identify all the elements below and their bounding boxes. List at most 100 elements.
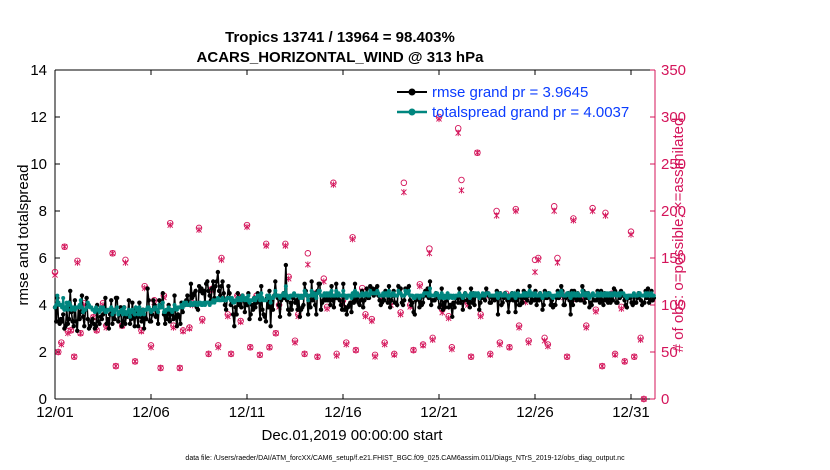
rmse-point [400, 302, 406, 308]
rmse-point [193, 288, 198, 294]
obs-assimilated-marker [516, 324, 522, 331]
totalspread-point [115, 305, 120, 310]
obs-assimilated-marker [55, 348, 62, 356]
rmse-point [139, 319, 144, 324]
rmse-point [209, 286, 215, 291]
rmse-point [195, 307, 201, 312]
y-right-tick-label: 150 [661, 250, 686, 267]
rmse-point [267, 288, 272, 294]
rmse-point [268, 323, 273, 329]
rmse-point [239, 305, 244, 310]
obs-assimilated-marker [631, 353, 638, 360]
rmse-point [104, 321, 109, 326]
rmse-point [127, 321, 133, 326]
obs-assimilated-marker [592, 308, 599, 315]
rmse-point [70, 319, 75, 324]
rmse-point [506, 309, 511, 315]
rmse-point [382, 298, 387, 303]
rmse-point [68, 288, 73, 294]
rmse-point [160, 291, 166, 296]
chart-title-line2: ACARS_HORIZONTAL_WIND @ 313 hPa [197, 49, 485, 66]
rmse-point [109, 298, 114, 303]
rmse-point [276, 302, 282, 308]
rmse-point [295, 307, 300, 312]
rmse-point [99, 316, 105, 322]
rmse-point [394, 302, 400, 308]
totalspread-point [122, 305, 127, 310]
chart-title-line1: Tropics 13741 / 13964 = 98.403% [225, 29, 455, 46]
totalspread-point [306, 298, 311, 303]
rmse-point [141, 326, 147, 331]
rmse-point [610, 298, 616, 303]
rmse-point [247, 316, 252, 322]
obs-assimilated-marker [551, 207, 558, 215]
rmse-point [201, 288, 207, 294]
rmse-point [349, 309, 354, 315]
totalspread-point [229, 295, 234, 300]
obs-assimilated-marker [352, 346, 359, 354]
obs-assimilated-marker [244, 223, 250, 231]
rmse-point [233, 305, 238, 310]
obs-assimilated-marker [256, 351, 263, 359]
totalspread-point [142, 312, 147, 317]
rmse-point [223, 307, 229, 312]
obs-assimilated-marker [458, 187, 465, 194]
obs-assimilated-marker [368, 317, 375, 325]
obs-assimilated-marker [493, 212, 500, 219]
rmse-point [77, 316, 82, 322]
obs-assimilated-marker [112, 362, 119, 370]
rmse-point [172, 293, 177, 298]
rmse-point [402, 298, 407, 303]
rmse-point [439, 286, 444, 291]
rmse-point [59, 319, 65, 324]
obs-assimilated-marker [455, 129, 462, 137]
obs-assimilated-marker [628, 231, 634, 238]
totalspread-point [61, 295, 66, 300]
rmse-point [178, 321, 183, 326]
totalspread-point [341, 288, 346, 293]
rmse-point [116, 319, 121, 324]
rmse-point [562, 302, 567, 308]
rmse-point [126, 298, 132, 303]
rmse-point [85, 316, 91, 322]
totalspread-point [329, 288, 334, 293]
rmse-point [297, 314, 303, 319]
obs-assimilated-marker [320, 278, 327, 285]
obs-assimilated-marker [180, 328, 186, 335]
rmse-point [65, 321, 71, 326]
rmse-point [253, 305, 258, 310]
y-left-tick-label: 8 [39, 203, 47, 220]
obs-assimilated-marker [362, 313, 369, 320]
rmse-point [288, 300, 293, 305]
rmse-point [452, 305, 457, 310]
x-tick-label: 12/16 [324, 404, 362, 421]
rmse-point [532, 298, 537, 303]
rmse-point [466, 300, 471, 305]
x-tick-label: 12/01 [36, 404, 74, 421]
y-left-tick-label: 10 [30, 156, 47, 173]
obs-assimilated-marker [583, 324, 590, 331]
rmse-point [73, 319, 79, 324]
obs-assimilated-marker [541, 337, 548, 344]
rmse-point [185, 293, 190, 298]
obs-assimilated-marker [266, 344, 273, 351]
rmse-point [615, 300, 620, 305]
obs-assimilated-marker [429, 336, 436, 343]
rmse-point [488, 300, 494, 305]
obs-assimilated-marker [554, 259, 561, 266]
rmse-point [364, 286, 369, 291]
rmse-point [79, 293, 85, 298]
rmse-point [75, 328, 80, 334]
rmse-point [600, 298, 605, 303]
rmse-point [553, 302, 558, 308]
obs-assimilated-marker [372, 353, 378, 360]
obs-assimilated-marker [525, 339, 532, 346]
obs-assimilated-marker [61, 243, 68, 250]
obs-assimilated-marker [468, 353, 474, 360]
obs-assimilated-marker [247, 344, 254, 351]
obs-assimilated-marker [176, 364, 183, 372]
totalspread-point [273, 288, 278, 293]
rmse-point [61, 312, 66, 317]
rmse-point [317, 281, 323, 287]
